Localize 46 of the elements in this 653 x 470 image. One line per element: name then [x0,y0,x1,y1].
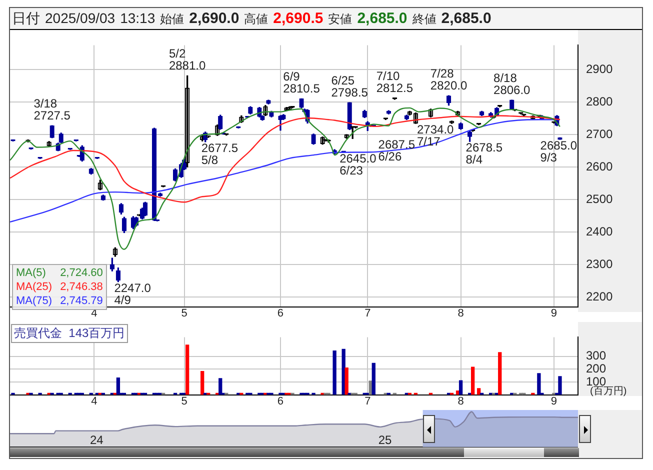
x-tick-label: 4 [91,395,98,408]
y-axis-title: (百万円) [590,386,627,398]
text: MA(5) [16,266,46,280]
y-tick-label: 2200 [586,289,614,304]
annotation: 2645.0 6/23 [340,151,377,178]
y-tick-label: 2900 [586,62,614,76]
annotation: 7/28 2820.0 [430,66,468,93]
text: MA(75) [16,294,52,308]
x-tick-label: 9 [550,307,558,320]
x-tick-label: 8 [458,395,464,408]
x-tick-label: 5 [181,307,188,320]
annotation: 5/2 2881.0 [168,46,206,73]
annotation: 2,745.79 [60,294,103,308]
annotation: 3/18 2727.5 [34,96,71,123]
chart-title: 日付 2025/09/03 13:13 始値 2,690.0 高値 2,690.5 安値 2,685.0 終値 2,685.0 [12,10,492,27]
annotation: 2,746.38 [60,280,103,294]
annotation: 7/10 2812.5 [376,69,414,96]
y-tick-label: 2600 [586,159,614,174]
y-tick-label: 2800 [586,94,614,108]
x-tick-label: 5 [181,395,188,408]
annotation: 6/9 2810.5 [283,70,320,96]
x-tick-label: 25 [378,433,392,447]
annotation: 2678.5 8/4 [466,140,503,167]
annotation: 2677.5 5/8 [201,140,238,167]
annotation: 8/18 2806.0 [494,71,531,98]
chart-title: 売買代金 143百万円 [11,324,128,343]
y-tick-label: 2500 [586,192,614,206]
annotation: 2687.5 6/26 [378,138,416,164]
x-tick-label: 7 [364,395,371,408]
y-tick-label: 2400 [586,224,614,238]
annotation: 2734.0 7/17 [416,122,454,149]
y-tick-label: 2300 [586,256,614,271]
x-tick-label: 6 [277,395,284,408]
annotation: 2247.0 4/9 [114,280,152,307]
y-tick-label: 200 [586,362,606,376]
text: MA(25) [16,280,52,294]
y-tick-label: 300 [586,348,606,363]
x-tick-label: 9 [550,395,558,408]
y-tick-label: 2700 [586,126,614,141]
x-tick-label: 6 [277,307,284,320]
annotation: 6/25 2798.5 [331,74,368,100]
x-tick-label: 24 [90,433,104,447]
x-tick-label: 8 [458,307,464,320]
annotation: 2,724.60 [60,266,103,280]
annotation: 2685.0 9/3 [540,138,578,164]
x-tick-label: 7 [364,307,371,320]
